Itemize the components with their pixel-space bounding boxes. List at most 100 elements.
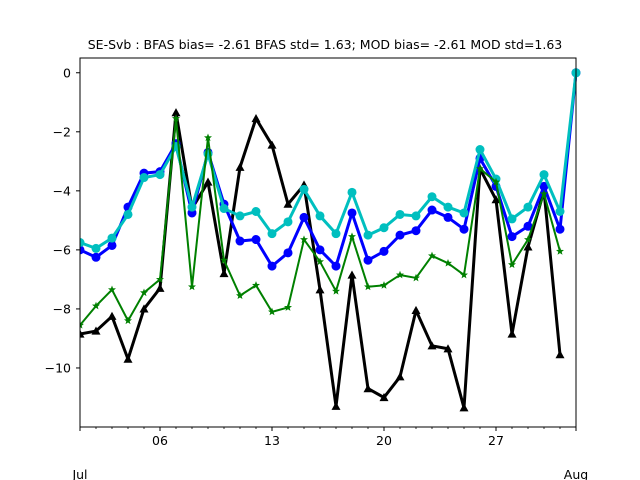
series-line — [80, 72, 578, 250]
data-point — [267, 229, 277, 239]
data-point — [204, 133, 212, 142]
data-point — [219, 204, 229, 214]
x-tick-label: 06 — [152, 433, 168, 448]
data-point — [219, 268, 229, 278]
data-point — [348, 232, 356, 240]
data-point — [251, 235, 261, 245]
data-point — [476, 164, 484, 173]
data-point — [235, 211, 245, 221]
data-point — [555, 224, 565, 234]
x-tick-label: 27 — [488, 433, 504, 448]
data-point — [283, 217, 293, 227]
data-point — [80, 245, 85, 255]
data-point — [107, 311, 117, 320]
data-point — [123, 209, 133, 219]
data-point — [331, 261, 341, 271]
data-point — [396, 270, 404, 279]
data-point — [444, 258, 452, 267]
x-tick-label: 20 — [376, 433, 392, 448]
data-point — [395, 372, 405, 381]
data-point — [107, 233, 117, 243]
data-point — [459, 403, 469, 412]
data-point — [539, 170, 549, 180]
data-point — [347, 208, 357, 218]
data-point — [363, 255, 373, 265]
data-point — [555, 207, 565, 217]
chart-title: SE-Svb : BFAS bias= -2.61 BFAS std= 1.63… — [88, 37, 563, 52]
data-point — [187, 202, 197, 212]
data-point — [299, 184, 309, 194]
data-point — [443, 344, 453, 353]
data-point — [331, 401, 341, 410]
data-point — [283, 199, 293, 208]
data-point — [316, 257, 324, 266]
data-point — [92, 301, 100, 310]
y-tick-label: −10 — [45, 360, 71, 375]
data-point — [507, 329, 517, 338]
data-point — [523, 202, 533, 212]
x-month-label: Aug — [564, 467, 588, 480]
data-point — [491, 195, 501, 204]
data-point — [107, 240, 117, 250]
data-point — [411, 226, 421, 236]
y-tick-label: 0 — [63, 65, 71, 80]
data-point — [171, 108, 181, 117]
data-point — [299, 212, 309, 222]
data-point — [412, 273, 420, 282]
data-point — [251, 207, 261, 217]
data-point — [364, 282, 372, 291]
data-point — [80, 329, 85, 338]
data-point — [268, 307, 276, 316]
plot-frame — [79, 57, 577, 428]
data-point — [124, 316, 132, 325]
data-point — [443, 212, 453, 222]
data-point — [91, 252, 101, 262]
data-point — [507, 214, 517, 224]
data-point — [363, 230, 373, 240]
data-point — [156, 275, 164, 283]
data-point — [267, 140, 277, 149]
data-point — [443, 202, 453, 212]
data-point — [123, 354, 133, 363]
data-point — [411, 211, 421, 221]
series-layer — [80, 68, 581, 412]
data-point — [267, 261, 277, 271]
data-point — [508, 260, 516, 269]
data-point — [460, 270, 468, 279]
data-point — [379, 223, 389, 233]
data-point — [139, 304, 149, 313]
x-tick-label: 13 — [264, 433, 280, 448]
data-point — [91, 243, 101, 253]
data-point — [203, 177, 213, 186]
series-3 — [80, 114, 564, 329]
data-point — [251, 114, 261, 123]
data-point — [379, 246, 389, 256]
data-point — [556, 247, 564, 255]
data-point — [283, 248, 293, 258]
data-point — [235, 236, 245, 246]
data-point — [108, 285, 116, 294]
y-tick-label: −8 — [53, 301, 71, 316]
x-month-label: Jul — [71, 467, 87, 480]
data-point — [524, 235, 532, 243]
data-point — [220, 256, 228, 264]
data-point — [459, 224, 469, 234]
data-point — [427, 341, 437, 350]
data-point — [140, 288, 148, 297]
data-point — [315, 285, 325, 294]
data-point — [155, 170, 165, 180]
data-point — [427, 205, 437, 215]
data-point — [395, 209, 405, 219]
data-point — [475, 145, 485, 155]
data-point — [331, 229, 341, 239]
data-point — [139, 173, 149, 183]
data-point — [315, 211, 325, 221]
data-point — [300, 235, 308, 243]
data-point — [427, 192, 437, 202]
data-point — [91, 326, 101, 335]
data-point — [172, 114, 180, 122]
data-point — [155, 283, 165, 292]
data-point — [539, 181, 549, 191]
data-point — [332, 287, 340, 295]
